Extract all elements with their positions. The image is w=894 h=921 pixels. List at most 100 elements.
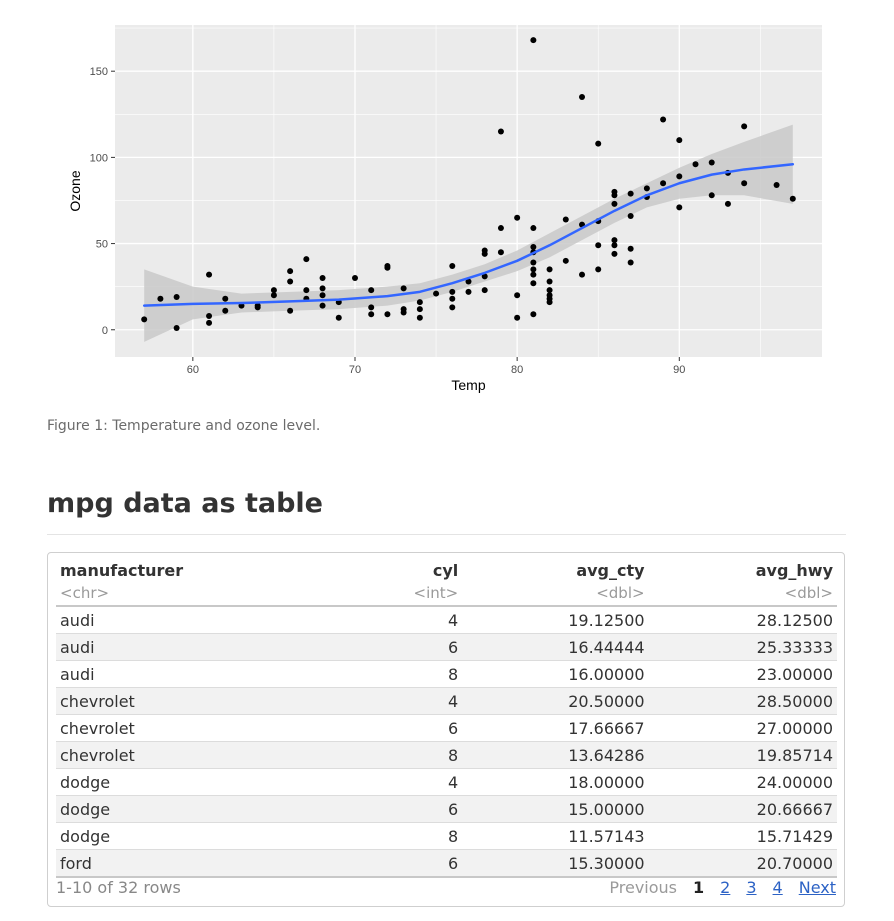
figure-caption: Figure 1: Temperature and ozone level. [47,418,321,434]
data-point [611,250,618,257]
next-page-button[interactable]: Next [798,878,836,897]
data-point [676,137,683,144]
column-header-avg-hwy[interactable]: avg_hwy [755,561,833,580]
page-4-button[interactable]: 4 [772,878,783,897]
data-point [481,287,488,294]
page-1-button[interactable]: 1 [693,878,705,897]
data-point [433,290,440,297]
cell-cyl: 4 [345,768,463,796]
data-point [270,287,277,294]
cell-cyl: 6 [345,849,463,878]
cell-avg-hwy: 28.12500 [648,605,837,634]
x-tick-label: 60 [187,364,199,376]
cell-avg-hwy: 19.85714 [648,741,837,769]
data-point [530,311,537,318]
cell-avg-hwy: 28.50000 [648,687,837,715]
cell-avg-cty: 16.00000 [462,660,649,688]
cell-avg-cty: 19.12500 [462,605,649,634]
data-point [579,271,586,278]
column-type: <dbl> [462,580,649,607]
data-point [449,295,456,302]
cell-manufacturer: ford [56,849,346,878]
data-point [741,180,748,187]
data-point [497,128,504,135]
y-tick-label: 150 [90,66,108,78]
data-point [173,325,180,332]
cell-avg-cty: 11.57143 [462,822,649,850]
data-point [627,190,634,197]
data-point [611,200,618,207]
cell-avg-cty: 18.00000 [462,768,649,796]
cell-manufacturer: audi [56,633,346,661]
data-point [676,204,683,211]
data-point [449,288,456,295]
cell-avg-hwy: 20.66667 [648,795,837,823]
data-point [497,249,504,256]
data-point [449,304,456,311]
table-row: ford 6 15.30000 20.70000 [56,849,837,878]
column-header-avg-cty[interactable]: avg_cty [576,561,645,580]
data-point [708,192,715,199]
data-point [692,161,699,168]
data-point [400,309,407,316]
scatter-chart: 60 70 80 90 0 50 100 150 Temp Ozone [67,25,822,393]
cell-avg-hwy: 27.00000 [648,714,837,742]
data-point [530,37,537,44]
cell-manufacturer: audi [56,605,346,634]
column-type: <int> [345,580,463,607]
data-point [222,295,229,302]
data-point [514,214,521,221]
cell-avg-hwy: 25.33333 [648,633,837,661]
data-point [530,280,537,287]
table-row: chevrolet 8 13.64286 19.85714 [56,741,837,769]
column-header-manufacturer[interactable]: manufacturer [60,561,184,580]
table-footer: 1-10 of 32 rows Previous 1 2 3 4 Next [56,875,836,901]
data-point [141,316,148,323]
cell-avg-cty: 16.44444 [462,633,649,661]
data-point [368,311,375,318]
x-tick-label: 90 [673,364,685,376]
data-point [384,262,391,269]
cell-avg-cty: 15.30000 [462,849,649,878]
data-point [595,140,602,147]
data-table-widget: manufacturer cyl avg_cty avg_hwy <chr> <… [47,552,845,907]
data-point [303,287,310,294]
table-row: audi 4 19.12500 28.12500 [56,605,837,634]
page-3-button[interactable]: 3 [746,878,757,897]
cell-cyl: 4 [345,687,463,715]
cell-avg-hwy: 24.00000 [648,768,837,796]
y-axis-label: Ozone [67,170,83,211]
data-point [287,268,294,275]
page-2-button[interactable]: 2 [720,878,731,897]
cell-manufacturer: audi [56,660,346,688]
cell-cyl: 6 [345,633,463,661]
data-point [222,307,229,314]
data-point [627,245,634,252]
cell-cyl: 6 [345,714,463,742]
cell-cyl: 8 [345,660,463,688]
data-point [254,304,261,311]
type-row: <chr> <int> <dbl> <dbl> [56,580,837,607]
data-point [497,225,504,232]
cell-avg-cty: 20.50000 [462,687,649,715]
data-point [335,314,342,321]
section-divider [47,534,846,535]
data-point [611,192,618,199]
data-point [595,266,602,273]
x-axis-label: Temp [451,377,485,393]
table-row: dodge 4 18.00000 24.00000 [56,768,837,796]
previous-page-button[interactable]: Previous [609,878,678,897]
column-header-cyl[interactable]: cyl [432,561,459,580]
data-point [465,278,472,285]
data-point [611,242,618,249]
ozone-temperature-figure: 60 70 80 90 0 50 100 150 Temp Ozone [0,0,894,400]
y-tick-label: 50 [96,239,108,251]
cell-avg-cty: 15.00000 [462,795,649,823]
data-point [173,294,180,301]
data-point [319,292,326,299]
data-point [319,302,326,309]
cell-cyl: 6 [345,795,463,823]
data-point [206,312,213,319]
data-point [530,266,537,273]
section-title: mpg data as table [47,488,323,519]
